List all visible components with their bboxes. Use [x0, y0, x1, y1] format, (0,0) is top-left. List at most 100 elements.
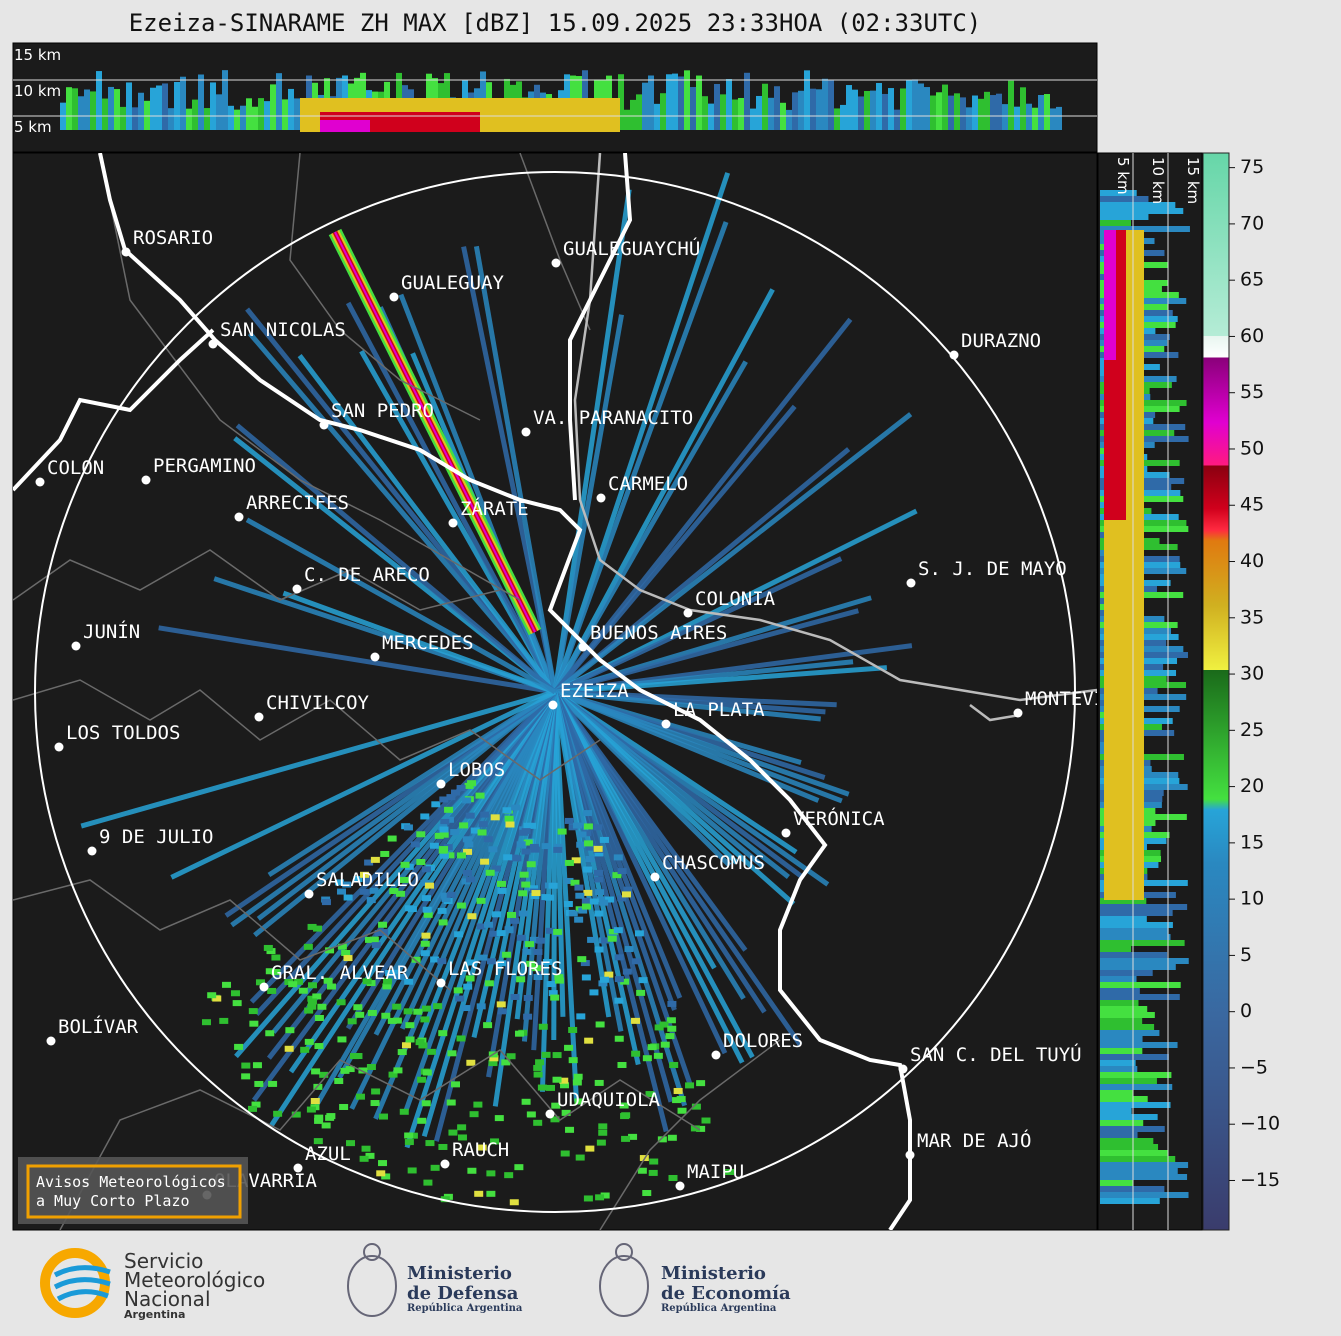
colorbar-label: −10 — [1240, 1113, 1280, 1135]
echo-cell — [421, 895, 431, 902]
echo-col — [258, 98, 264, 130]
echo-cell — [544, 894, 554, 901]
echo-cell — [598, 1123, 608, 1130]
echo-row — [1100, 994, 1180, 1000]
echo-col — [804, 70, 810, 130]
echo-row — [1100, 1012, 1155, 1018]
echo-col — [720, 94, 726, 130]
echo-cell — [594, 946, 604, 953]
echo-cell — [522, 948, 532, 955]
echo-cell — [325, 1114, 335, 1121]
echo-cell — [376, 1170, 386, 1177]
echo-cell — [516, 841, 526, 848]
echo-col — [162, 83, 168, 130]
echo-cell — [613, 854, 623, 861]
echo-row — [1100, 898, 1147, 904]
echo-col — [930, 95, 936, 130]
echo-cell — [585, 1145, 595, 1152]
echo-row — [1100, 928, 1169, 934]
city-label: BOLÍVAR — [58, 1015, 139, 1038]
echo-col — [750, 108, 756, 130]
echo-cell — [268, 1080, 278, 1087]
echo-col — [996, 93, 1002, 130]
echo-cell — [254, 1080, 264, 1087]
echo-cell — [456, 1035, 466, 1042]
city-label: CHIVILCOY — [266, 692, 370, 714]
echo-col — [138, 92, 144, 130]
echo-cell — [321, 1122, 331, 1129]
echo-cell — [519, 871, 529, 878]
echo-cell — [533, 973, 543, 980]
echo-cell — [486, 958, 496, 965]
echo-cell — [463, 848, 473, 855]
echo-cell — [599, 836, 609, 843]
echo-cell — [467, 1167, 477, 1174]
echo-cell — [219, 1017, 229, 1024]
echo-row — [1100, 1024, 1155, 1030]
echo-cell — [326, 983, 336, 990]
colorbar-label: 25 — [1240, 719, 1264, 741]
echo-cell — [561, 1109, 571, 1116]
echo-cell — [536, 937, 546, 944]
echo-row — [1100, 208, 1184, 214]
echo-cell — [647, 1044, 657, 1051]
echo-cell — [622, 968, 632, 975]
echo-cell — [456, 902, 466, 909]
echo-col — [1008, 80, 1014, 130]
city-dot — [259, 982, 269, 992]
echo-cell — [541, 843, 551, 850]
echo-cell — [437, 958, 447, 965]
echo-row — [1100, 1060, 1136, 1066]
echo-cell — [484, 980, 494, 987]
echo-cell — [371, 942, 381, 949]
echo-cell — [455, 995, 465, 1002]
echo-cell — [638, 977, 648, 984]
echo-cell — [232, 1000, 242, 1007]
echo-cell — [446, 891, 456, 898]
echo-cell — [306, 1106, 316, 1113]
echo-ray — [170, 689, 557, 880]
echo-cell — [383, 978, 393, 985]
colorbar-label: 20 — [1240, 775, 1264, 797]
echo-cell — [660, 1041, 670, 1048]
echo-cell — [438, 919, 448, 926]
echo-cell — [336, 999, 346, 1006]
echo-cell — [420, 879, 430, 886]
echo-cell — [546, 1084, 556, 1091]
city-label: DURAZNO — [961, 330, 1041, 352]
echo-cell — [321, 899, 331, 906]
echo-col — [876, 82, 882, 130]
city-label: BUENOS AIRES — [590, 622, 727, 644]
echo-cell — [621, 891, 631, 898]
echo-ray — [345, 301, 558, 694]
echo-cell — [431, 801, 441, 808]
echo-cell — [411, 956, 421, 963]
echo-cell — [667, 1134, 677, 1141]
echo-cell — [304, 1007, 314, 1014]
echo-cell — [314, 1043, 324, 1050]
city-label: LA PLATA — [673, 699, 765, 721]
city-label: JUNÍN — [83, 620, 140, 643]
city-label: SAN C. DEL TUYÚ — [910, 1042, 1082, 1066]
echo-cell — [341, 950, 351, 957]
echo-cell — [440, 892, 450, 899]
echo-col — [660, 93, 666, 130]
alert-box[interactable] — [18, 1157, 248, 1224]
echo-row — [1100, 976, 1137, 982]
echo-cell — [401, 1042, 411, 1049]
echo-cell — [550, 994, 560, 1001]
echo-cell — [577, 956, 587, 963]
height-label: 5 km — [1114, 157, 1132, 195]
colorbar-label: 5 — [1240, 944, 1252, 966]
colorbar-label: 65 — [1240, 269, 1264, 291]
echo-col — [762, 83, 768, 130]
echo-cell — [516, 934, 526, 941]
echo-cell — [423, 1179, 433, 1186]
echo-cell — [600, 1192, 610, 1199]
echo-cell — [572, 1079, 582, 1086]
echo-cell — [624, 946, 634, 953]
echo-cell — [637, 1167, 647, 1174]
echo-cell — [585, 844, 595, 851]
echo-col — [924, 87, 930, 130]
city-dot — [650, 872, 660, 882]
